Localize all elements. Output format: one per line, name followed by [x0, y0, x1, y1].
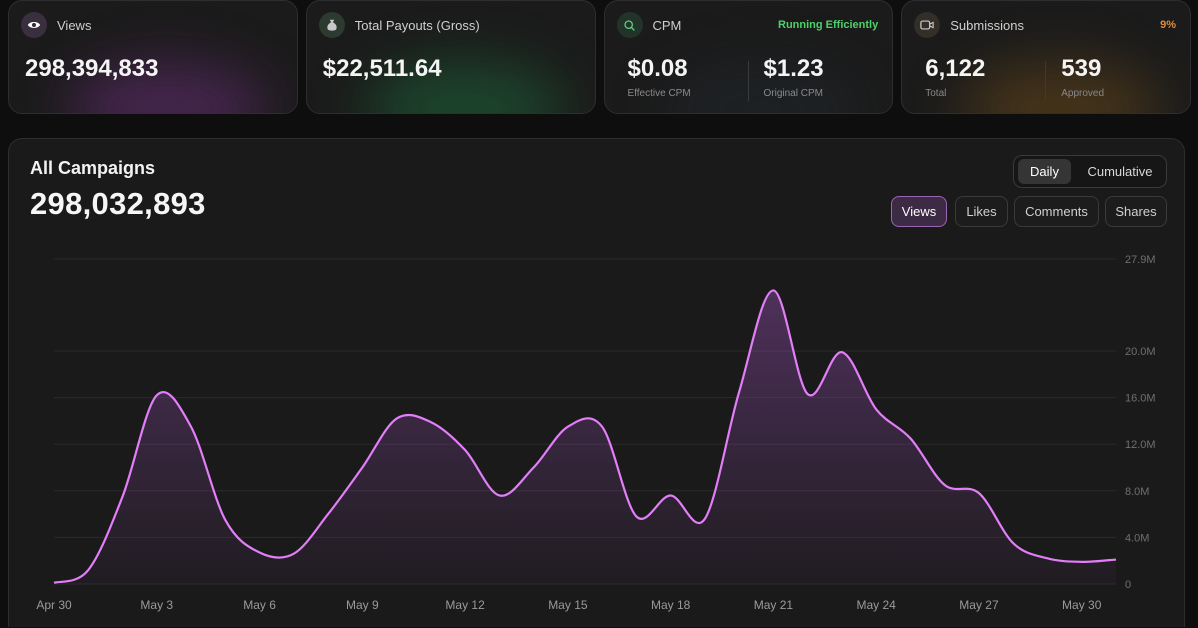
toggle-cumulative[interactable]: Cumulative [1087, 164, 1153, 179]
page-title: All Campaigns [30, 158, 156, 178]
x-tick-label: May 6 [243, 598, 276, 612]
x-tick-label: May 15 [548, 598, 588, 612]
y-tick-label: 4.0M [1125, 532, 1149, 544]
divider [747, 61, 749, 101]
total-submissions-label: Total [925, 88, 947, 99]
x-tick-label: May 3 [140, 598, 173, 612]
campaigns-total: 298,032,893 [30, 186, 206, 221]
views-card: Views 298,394,833 [8, 0, 298, 114]
x-tick-label: May 9 [346, 598, 379, 612]
payouts-title: Total Payouts (Gross) [354, 17, 480, 33]
status-badge: Running Efficiently [778, 19, 879, 31]
series-line [53, 289, 1117, 584]
y-tick-label: 0 [1125, 579, 1131, 591]
effective-cpm-value: $0.08 [627, 55, 688, 82]
metric-likes[interactable]: Likes [955, 196, 1008, 227]
approved-value: 539 [1061, 55, 1102, 82]
original-cpm-value: $1.23 [763, 55, 824, 82]
money-bag-icon [318, 12, 345, 38]
eye-icon [21, 12, 47, 38]
payouts-value: $22,511.64 [322, 55, 442, 82]
toggle-daily[interactable]: Daily [1018, 159, 1071, 184]
series-area [54, 290, 1116, 584]
views-title: Views [57, 17, 92, 33]
campaigns-panel: All Campaigns 298,032,893 Daily Cumulati… [8, 138, 1185, 627]
y-tick-label: 16.0M [1125, 393, 1156, 405]
y-tick-label: 12.0M [1125, 439, 1156, 451]
y-tick-label: 20.0M [1125, 346, 1156, 358]
total-submissions-value: 6,122 [925, 55, 986, 82]
x-tick-label: May 18 [651, 598, 691, 612]
search-icon [616, 12, 643, 38]
video-icon [914, 12, 941, 38]
submissions-card: Submissions 9% 6,122 Total 539 Approved [901, 0, 1191, 114]
percent-badge: 9% [1160, 19, 1176, 31]
cpm-title: CPM [652, 17, 682, 33]
x-tick-label: Apr 30 [36, 598, 72, 612]
metric-shares[interactable]: Shares [1105, 196, 1167, 227]
y-tick-label: 8.0M [1125, 486, 1149, 498]
payouts-card: Total Payouts (Gross) $22,511.64 [305, 0, 596, 114]
x-tick-label: May 12 [445, 598, 485, 612]
stats-row: Views 298,394,833 Total Payouts (Gross) … [8, 0, 1191, 114]
views-chart: 0 4.0M 8.0M 12.0M 16.0M 20.0M 27.9M Apr 30 May … [36, 254, 1156, 612]
range-toggle: Daily Cumulative [1013, 155, 1167, 188]
original-cpm-label: Original CPM [763, 88, 823, 99]
x-tick-label: May 30 [1062, 598, 1102, 612]
effective-cpm-label: Effective CPM [627, 88, 691, 99]
approved-label: Approved [1061, 88, 1105, 99]
submissions-title: Submissions [950, 17, 1024, 33]
x-tick-label: May 24 [857, 598, 897, 612]
y-tick-label: 27.9M [1125, 254, 1156, 266]
metric-comments[interactable]: Comments [1014, 196, 1099, 227]
divider [1045, 61, 1047, 101]
x-tick-label: May 21 [754, 598, 794, 612]
x-tick-label: May 27 [959, 598, 999, 612]
cpm-card: CPM Running Efficiently $0.08 Effective … [603, 0, 894, 114]
metric-views[interactable]: Views [891, 196, 947, 227]
views-value: 298,394,833 [25, 55, 159, 82]
